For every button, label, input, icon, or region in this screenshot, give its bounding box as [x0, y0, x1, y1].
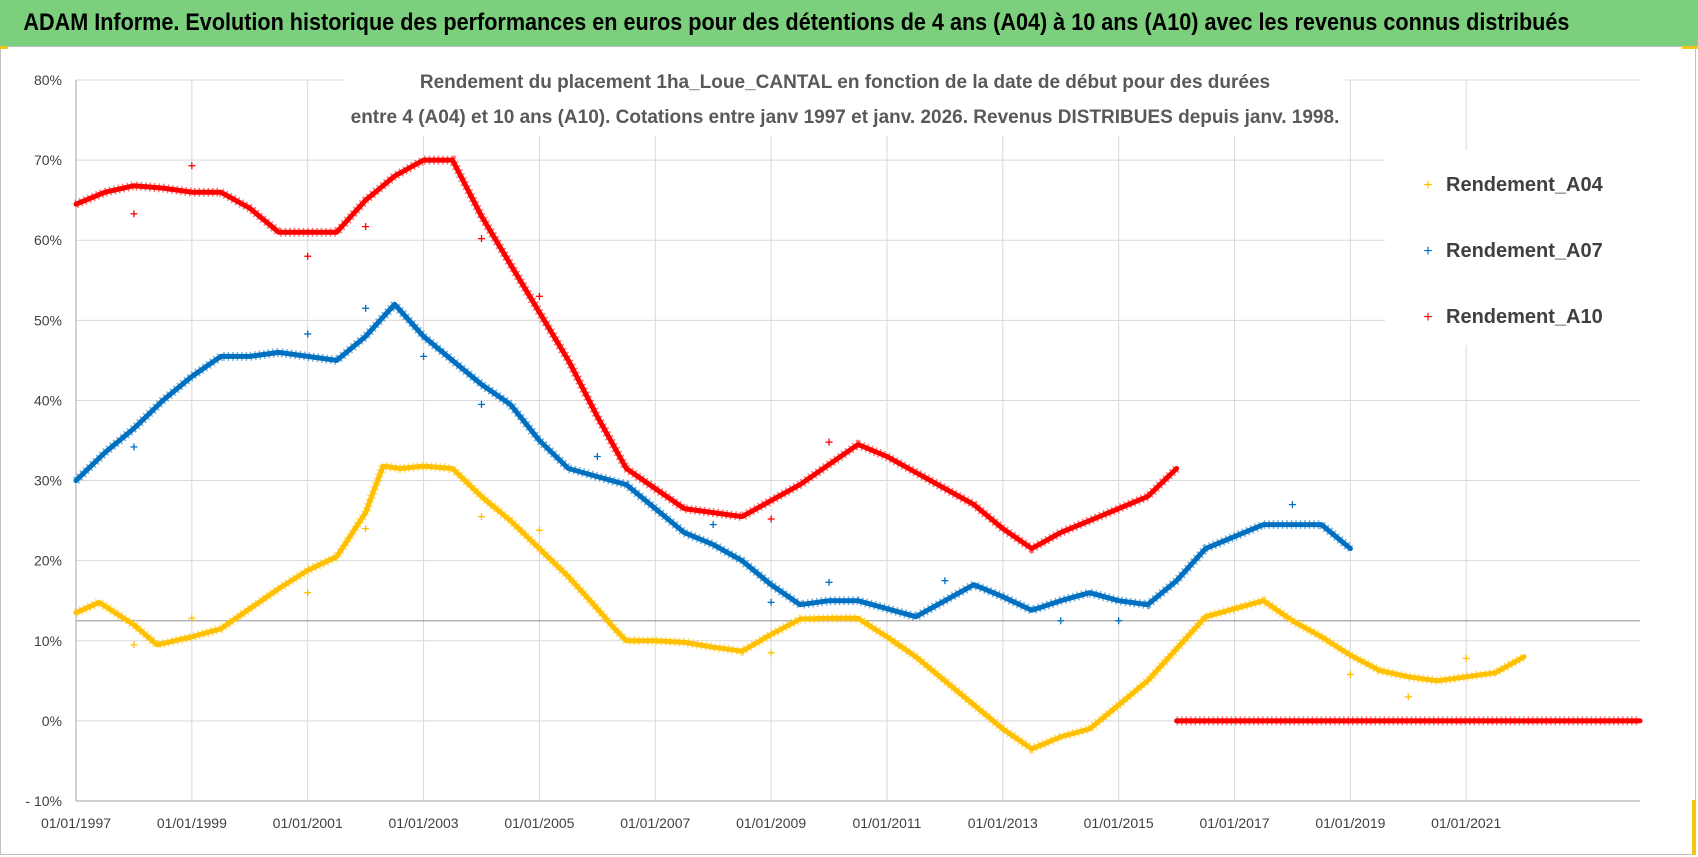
x-tick-label: 01/01/2015 [1084, 815, 1154, 831]
outlier-point [1288, 501, 1296, 509]
outlier-point [767, 649, 775, 657]
legend-label-a07: Rendement_A07 [1446, 240, 1603, 262]
x-tick-label: 01/01/2017 [1199, 815, 1269, 831]
y-tick-label: 40% [34, 392, 62, 408]
outlier-point [304, 330, 312, 338]
x-tick-label: 01/01/2009 [736, 815, 806, 831]
outlier-point [477, 235, 485, 243]
outlier-point [1462, 654, 1470, 662]
outlier-point [709, 521, 717, 529]
outlier-point [767, 598, 775, 606]
chart-title-block: Rendement du placement 1ha_Loue_CANTAL e… [345, 68, 1345, 136]
outlier-point [130, 443, 138, 451]
outlier-point [825, 438, 833, 446]
y-tick-label: 60% [34, 232, 62, 248]
outlier-point [941, 577, 949, 585]
x-tick-label: 01/01/2007 [620, 815, 690, 831]
y-tick-label: 70% [34, 152, 62, 168]
series-line-rendement-a07 [73, 301, 1353, 620]
outlier-point [130, 641, 138, 649]
series-markers-rendement-a10 [74, 155, 1180, 554]
x-tick-label: 01/01/1997 [41, 815, 111, 831]
outlier-point [130, 210, 138, 218]
outlier-point [304, 252, 312, 260]
legend: + Rendement_A04 + Rendement_A07 + Rendem… [1385, 150, 1640, 345]
corner-accent-bottom-right [1692, 800, 1696, 855]
outlier-point [1115, 617, 1123, 625]
series-layer [72, 155, 1643, 754]
x-tick-label: 01/01/2003 [389, 815, 459, 831]
outlier-point [535, 526, 543, 534]
x-tick-label: 01/01/2001 [273, 815, 343, 831]
outlier-point [1404, 693, 1412, 701]
outlier-point [362, 304, 370, 312]
legend-label-a04: Rendement_A04 [1446, 174, 1604, 196]
report-banner: ADAM Informe. Evolution historique des p… [0, 0, 1698, 47]
chart-title-line-2: entre 4 (A04) et 10 ans (A10). Cotations… [351, 107, 1340, 128]
grid-layer [75, 79, 1640, 802]
x-tick-label: 01/01/2011 [852, 815, 921, 831]
outlier-point [477, 513, 485, 521]
legend-marker-a07: + [1423, 243, 1432, 260]
y-tick-label: 50% [34, 312, 62, 328]
outlier-point [825, 578, 833, 586]
report-title: ADAM Informe. Evolution historique des p… [23, 9, 1570, 36]
outlier-point [535, 292, 543, 300]
outlier-point [304, 589, 312, 597]
x-tick-label: 01/01/1999 [157, 815, 227, 831]
chart-title-line-1: Rendement du placement 1ha_Loue_CANTAL e… [420, 72, 1270, 93]
y-tick-label: 30% [34, 473, 62, 489]
x-tick-label: 01/01/2005 [504, 815, 574, 831]
legend-item-a10: + Rendement_A10 [1423, 306, 1602, 328]
outlier-point [188, 614, 196, 622]
legend-marker-a04: + [1423, 177, 1432, 194]
outlier-point [1346, 670, 1354, 678]
corner-accent-top-left [0, 46, 8, 49]
legend-item-a04: + Rendement_A04 [1423, 174, 1603, 196]
outlier-point [593, 453, 601, 461]
x-tick-label: 01/01/2019 [1315, 815, 1385, 831]
series-line-rendement-a04 [73, 463, 1527, 752]
legend-label-a10: Rendement_A10 [1446, 306, 1603, 328]
outlier-point [1057, 617, 1065, 625]
y-tick-label: 0% [42, 713, 62, 729]
legend-marker-a10: + [1423, 309, 1432, 326]
y-tick-label: 20% [34, 553, 62, 569]
y-tick-label: 80% [34, 72, 62, 88]
legend-item-a07: + Rendement_A07 [1423, 240, 1602, 262]
outlier-point [477, 400, 485, 408]
x-tick-label: 01/01/2013 [968, 815, 1038, 831]
series-markers-rendement-a07 [72, 297, 1354, 622]
y-tick-label: - 10% [25, 793, 62, 809]
outlier-point [362, 525, 370, 533]
chart-frame [0, 46, 1696, 855]
y-tick-label: 10% [34, 633, 62, 649]
outlier-point [767, 515, 775, 523]
outlier-point [188, 162, 196, 170]
series-markers-rendement-a04 [74, 461, 1527, 754]
outlier-point [420, 352, 428, 360]
outlier-point [362, 223, 370, 231]
corner-accent-top-right [1682, 46, 1698, 49]
x-tick-label: 01/01/2021 [1431, 815, 1501, 831]
